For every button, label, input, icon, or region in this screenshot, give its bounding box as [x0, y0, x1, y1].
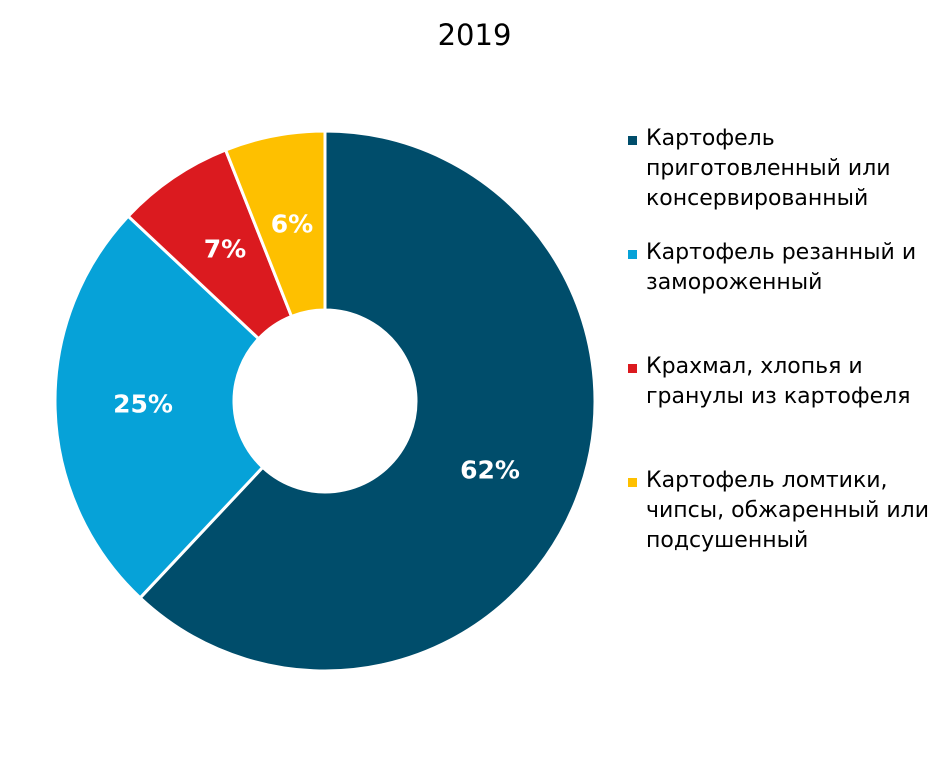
pie-slice-1	[138, 129, 597, 673]
slice-label-1: 62%	[460, 456, 520, 485]
legend-marker	[628, 136, 637, 145]
legend-label: Крахмал, хлопья и гранулы из картофеля	[646, 354, 911, 409]
chart-title: 2019	[437, 18, 512, 52]
legend-label: Картофель приготовленный или консервиров…	[646, 126, 891, 211]
legend-label: Картофель резанный и замороженный	[646, 240, 917, 295]
pie-slice-4	[223, 129, 327, 319]
slice-label-3: 7%	[204, 235, 246, 264]
legend-marker	[628, 250, 637, 259]
slice-label-4: 6%	[271, 210, 313, 239]
slice-label-2: 25%	[113, 390, 173, 419]
legend-label: Картофель ломтики, чипсы, обжаренный или…	[646, 468, 930, 553]
legend-marker	[628, 364, 637, 373]
pie-slice-2	[53, 214, 265, 600]
legend-marker	[628, 478, 637, 487]
